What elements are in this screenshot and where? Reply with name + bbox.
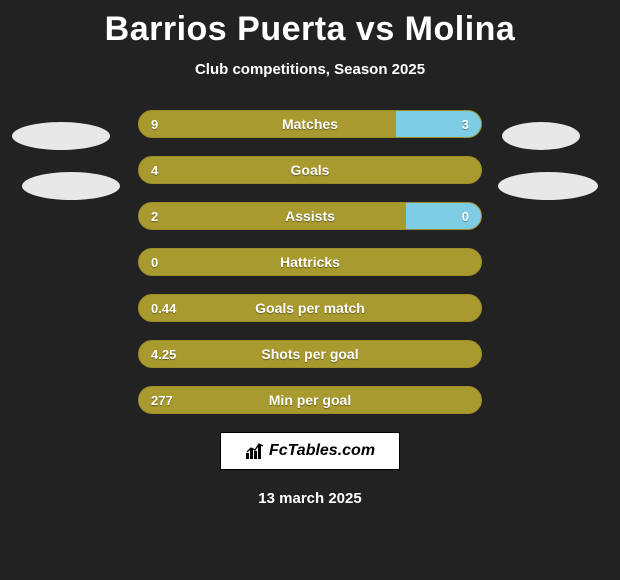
stat-row: Assists2 0 bbox=[138, 202, 482, 230]
page-subtitle: Club competitions, Season 2025 bbox=[0, 61, 620, 78]
stat-value-left: 4 bbox=[151, 157, 158, 183]
stat-value-left: 4.25 bbox=[151, 341, 176, 367]
stat-value-left: 277 bbox=[151, 387, 173, 413]
page-title: Barrios Puerta vs Molina bbox=[0, 0, 620, 49]
stat-row: Matches9 3 bbox=[138, 110, 482, 138]
stat-row: Shots per goal4.25 bbox=[138, 340, 482, 368]
stat-row: Goals4 bbox=[138, 156, 482, 184]
stat-label: Hattricks bbox=[139, 249, 481, 275]
logo-text: FcTables.com bbox=[269, 442, 375, 460]
stat-value-right: 0 bbox=[462, 203, 469, 229]
date-label: 13 march 2025 bbox=[0, 490, 620, 507]
stat-label: Assists bbox=[139, 203, 481, 229]
stat-label: Goals bbox=[139, 157, 481, 183]
stat-value-left: 9 bbox=[151, 111, 158, 137]
decorative-ellipse bbox=[498, 172, 598, 200]
decorative-ellipse bbox=[12, 122, 110, 150]
stat-value-left: 0.44 bbox=[151, 295, 176, 321]
stat-row: Min per goal277 bbox=[138, 386, 482, 414]
stat-row: Hattricks0 bbox=[138, 248, 482, 276]
stat-label: Shots per goal bbox=[139, 341, 481, 367]
stat-value-left: 2 bbox=[151, 203, 158, 229]
decorative-ellipse bbox=[22, 172, 120, 200]
stat-value-left: 0 bbox=[151, 249, 158, 275]
stat-row: Goals per match0.44 bbox=[138, 294, 482, 322]
bar-chart-icon bbox=[245, 442, 265, 460]
stat-label: Goals per match bbox=[139, 295, 481, 321]
logo-box: FcTables.com bbox=[220, 432, 400, 470]
decorative-ellipse bbox=[502, 122, 580, 150]
stat-label: Matches bbox=[139, 111, 481, 137]
stat-label: Min per goal bbox=[139, 387, 481, 413]
stat-value-right: 3 bbox=[462, 111, 469, 137]
stat-rows: Matches93Goals4Assists20Hattricks0Goals … bbox=[0, 110, 620, 414]
